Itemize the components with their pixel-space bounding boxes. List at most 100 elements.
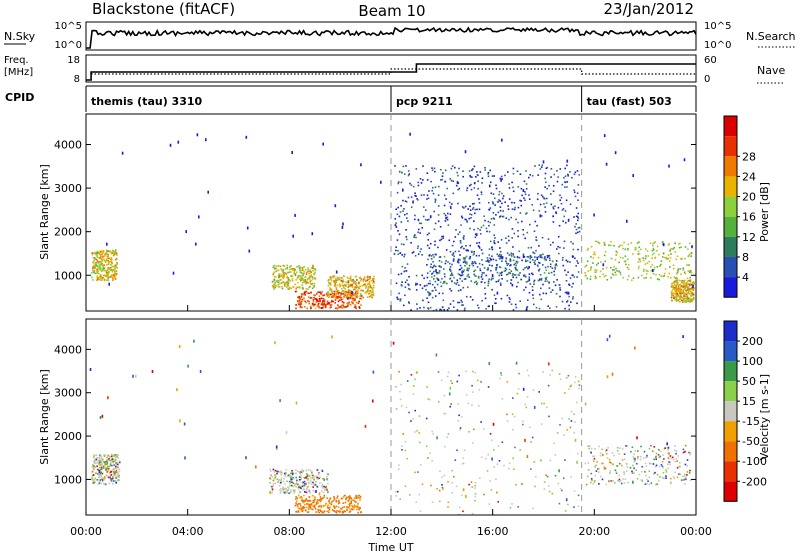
heatmap-cell bbox=[471, 168, 474, 171]
heatmap-cell bbox=[573, 432, 576, 434]
heatmap-cell bbox=[96, 457, 98, 459]
heatmap-cell bbox=[608, 458, 611, 461]
heatmap-cell bbox=[457, 259, 459, 262]
heatmap-cell bbox=[269, 474, 272, 477]
heatmap-cell bbox=[288, 492, 290, 495]
heatmap-cell bbox=[315, 491, 317, 493]
heatmap-cell bbox=[677, 268, 680, 270]
heatmap-cell bbox=[313, 501, 315, 503]
heatmap-cell bbox=[322, 301, 325, 304]
heatmap-cell bbox=[317, 474, 320, 476]
heatmap-cell bbox=[278, 286, 281, 288]
heatmap-cell bbox=[323, 306, 325, 308]
heatmap-cell bbox=[114, 272, 117, 274]
heatmap-cell bbox=[97, 483, 100, 486]
heatmap-cell bbox=[510, 303, 513, 305]
heatmap-cell bbox=[354, 286, 356, 288]
heatmap-cell bbox=[319, 509, 321, 511]
heatmap-cell bbox=[638, 257, 640, 260]
heatmap-cell bbox=[456, 171, 458, 174]
heatmap-cell bbox=[95, 253, 97, 256]
heatmap-cell bbox=[291, 476, 293, 479]
heatmap-cell bbox=[342, 285, 344, 287]
heatmap-cell bbox=[523, 274, 526, 276]
cpid-label: CPID bbox=[5, 91, 34, 104]
heatmap-cell bbox=[527, 299, 529, 301]
heatmap-cell bbox=[437, 205, 440, 207]
heatmap-cell bbox=[305, 282, 307, 285]
heatmap-cell bbox=[416, 308, 419, 310]
heatmap-cell bbox=[538, 268, 541, 271]
heatmap-cell bbox=[444, 180, 446, 183]
heatmap-cell bbox=[333, 505, 335, 507]
heatmap-cell bbox=[326, 300, 329, 303]
heatmap-cell bbox=[305, 477, 308, 479]
heatmap-cell bbox=[444, 262, 447, 265]
heatmap-cell bbox=[516, 269, 519, 272]
colorbar-swatch bbox=[724, 196, 737, 217]
heatmap-cell bbox=[458, 506, 461, 509]
heatmap-cell bbox=[352, 299, 354, 301]
heatmap-cell bbox=[598, 483, 600, 485]
heatmap-cell bbox=[689, 269, 692, 272]
heatmap-cell bbox=[462, 170, 464, 172]
heatmap-cell bbox=[299, 474, 302, 476]
heatmap-cell bbox=[632, 457, 635, 460]
heatmap-cell bbox=[499, 206, 502, 208]
heatmap-cell bbox=[458, 268, 461, 271]
heatmap-cell bbox=[678, 279, 680, 282]
heatmap-cell bbox=[304, 484, 307, 487]
heatmap-cell bbox=[638, 473, 641, 476]
heatmap-cell bbox=[420, 194, 423, 196]
heatmap-cell bbox=[672, 286, 674, 289]
heatmap-cell bbox=[488, 305, 490, 307]
heatmap-cell bbox=[451, 254, 454, 256]
heatmap-cell bbox=[540, 277, 543, 280]
heatmap-cell bbox=[469, 209, 472, 211]
heatmap-cell bbox=[426, 244, 429, 247]
heatmap-cell bbox=[540, 298, 543, 301]
heatmap-cell bbox=[691, 294, 693, 297]
heatmap-cell bbox=[364, 279, 366, 281]
heatmap-cell bbox=[346, 304, 349, 306]
heatmap-cell bbox=[676, 282, 678, 285]
heatmap-cell bbox=[449, 288, 451, 290]
heatmap-cell bbox=[652, 242, 654, 245]
heatmap-cell bbox=[369, 277, 371, 280]
heatmap-cell bbox=[287, 279, 290, 282]
heatmap-cell bbox=[398, 215, 401, 218]
heatmap-cell bbox=[564, 510, 567, 512]
heatmap-cell bbox=[676, 299, 679, 302]
heatmap-cell bbox=[283, 272, 285, 275]
heatmap-cell bbox=[626, 266, 629, 269]
heatmap-cell bbox=[537, 261, 540, 264]
heatmap-cell bbox=[578, 230, 581, 233]
heatmap-cell bbox=[637, 450, 639, 452]
heatmap-cell bbox=[368, 278, 371, 281]
heatmap-cell bbox=[99, 267, 101, 270]
heatmap-cell bbox=[342, 502, 345, 504]
heatmap-cell bbox=[97, 461, 100, 464]
heatmap-cell bbox=[564, 186, 566, 188]
heatmap-cell bbox=[455, 485, 458, 488]
heatmap-cell bbox=[576, 452, 579, 455]
heatmap-cell bbox=[603, 468, 606, 470]
heatmap-cell bbox=[399, 398, 402, 401]
heatmap-cell bbox=[626, 466, 629, 468]
heatmap-cell bbox=[674, 296, 677, 299]
heatmap-cell bbox=[592, 483, 595, 485]
x-tick-label: 16:00 bbox=[477, 525, 509, 538]
heatmap-cell bbox=[512, 172, 515, 175]
heatmap-cell bbox=[678, 300, 681, 303]
heatmap-cell bbox=[323, 300, 326, 303]
heatmap-cell bbox=[349, 297, 351, 300]
heatmap-cell bbox=[357, 502, 359, 505]
heatmap-cell bbox=[574, 438, 577, 442]
heatmap-cell bbox=[627, 268, 630, 270]
heatmap-cell bbox=[565, 199, 568, 202]
heatmap-cell bbox=[678, 243, 680, 245]
heatmap-cell bbox=[539, 168, 542, 170]
heatmap-cell bbox=[461, 271, 463, 273]
heatmap-cell bbox=[577, 217, 580, 219]
heatmap-cell bbox=[486, 230, 488, 233]
